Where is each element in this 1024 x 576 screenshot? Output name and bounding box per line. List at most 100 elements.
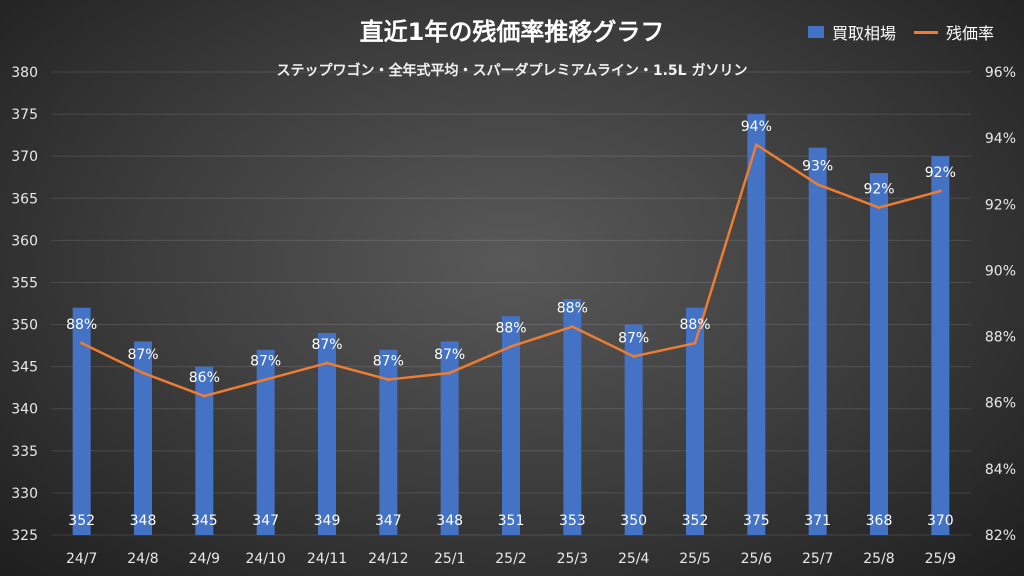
bar bbox=[440, 341, 459, 535]
line-point bbox=[80, 341, 84, 345]
x-tick-label: 25/1 bbox=[434, 551, 465, 567]
chart-subtitle: ステップワゴン・全年式平均・スパーダプレミアムライン・1.5L ガソリン bbox=[276, 63, 748, 79]
line-value-label: 92% bbox=[925, 165, 956, 181]
line-point bbox=[632, 354, 636, 358]
line-point bbox=[816, 182, 820, 186]
line-value-label: 88% bbox=[679, 317, 710, 333]
line-value-label: 92% bbox=[863, 182, 894, 198]
x-tick-label: 25/3 bbox=[557, 551, 588, 567]
line-point bbox=[570, 325, 574, 329]
y-left-tick-label: 375 bbox=[11, 107, 38, 123]
legend-bar-swatch bbox=[807, 26, 824, 38]
bar-value-label: 351 bbox=[498, 513, 525, 529]
bar-value-label: 368 bbox=[866, 513, 893, 529]
bar-value-label: 347 bbox=[252, 513, 279, 529]
legend-line-label: 残価率 bbox=[945, 24, 994, 43]
y-right-tick-label: 86% bbox=[985, 396, 1016, 412]
x-tick-label: 25/6 bbox=[741, 551, 773, 567]
x-tick-label: 24/9 bbox=[189, 551, 220, 567]
x-tick-label: 24/8 bbox=[127, 551, 158, 567]
bar bbox=[502, 316, 520, 535]
bar-value-label: 375 bbox=[743, 513, 770, 529]
y-left-tick-label: 335 bbox=[11, 444, 38, 460]
line-point bbox=[202, 394, 206, 398]
x-tick-label: 25/2 bbox=[495, 551, 526, 567]
line-point bbox=[325, 361, 329, 365]
bar-value-label: 347 bbox=[375, 513, 402, 529]
y-right-tick-label: 84% bbox=[985, 462, 1016, 478]
y-left-tick-label: 330 bbox=[11, 486, 38, 502]
bar-value-label: 371 bbox=[804, 513, 831, 529]
line-point bbox=[386, 378, 390, 382]
bar-value-label: 352 bbox=[68, 513, 95, 529]
line-value-label: 87% bbox=[618, 330, 649, 346]
line-value-label: 87% bbox=[311, 337, 342, 353]
bar bbox=[563, 299, 582, 535]
x-tick-label: 24/7 bbox=[66, 551, 97, 567]
x-tick-label: 25/7 bbox=[802, 551, 833, 567]
line-value-label: 88% bbox=[557, 301, 588, 317]
bar bbox=[318, 332, 336, 535]
y-right-tick-label: 92% bbox=[985, 197, 1016, 213]
bar bbox=[808, 147, 827, 535]
x-tick-label: 25/4 bbox=[618, 551, 650, 567]
line-point bbox=[509, 344, 513, 348]
x-tick-label: 24/11 bbox=[307, 551, 347, 567]
y-left-tick-label: 355 bbox=[11, 275, 38, 291]
line-point bbox=[141, 371, 145, 375]
bar bbox=[256, 349, 275, 535]
line-value-label: 87% bbox=[434, 347, 465, 363]
bar bbox=[686, 307, 704, 535]
line-point bbox=[938, 189, 942, 193]
line-value-label: 88% bbox=[66, 317, 97, 333]
x-tick-label: 24/12 bbox=[368, 551, 408, 567]
line-value-label: 87% bbox=[373, 354, 404, 370]
x-tick-label: 25/9 bbox=[925, 551, 956, 567]
y-right-tick-label: 90% bbox=[985, 263, 1016, 279]
chart-title: 直近1年の残価率推移グラフ bbox=[359, 18, 665, 46]
bar-value-label: 345 bbox=[191, 513, 218, 529]
y-left-tick-label: 325 bbox=[11, 528, 38, 544]
legend-bar-label: 買取相場 bbox=[831, 24, 896, 43]
line-point bbox=[693, 341, 697, 345]
bar bbox=[379, 349, 398, 535]
y-right-tick-label: 96% bbox=[985, 65, 1016, 81]
y-left-tick-label: 350 bbox=[11, 318, 38, 334]
y-left-tick-label: 370 bbox=[11, 149, 38, 165]
bar-value-label: 353 bbox=[559, 513, 586, 529]
bar bbox=[747, 114, 766, 535]
y-left-tick-label: 365 bbox=[11, 191, 38, 207]
y-right-tick-label: 82% bbox=[985, 528, 1016, 544]
line-point bbox=[264, 378, 268, 382]
bar bbox=[624, 324, 643, 535]
line-value-label: 86% bbox=[189, 370, 220, 386]
bar bbox=[195, 366, 214, 535]
line-point bbox=[448, 371, 452, 375]
y-right-tick-label: 88% bbox=[985, 330, 1016, 346]
line-value-label: 87% bbox=[250, 354, 281, 370]
line-point bbox=[877, 206, 881, 210]
bar bbox=[72, 307, 91, 535]
y-left-tick-label: 360 bbox=[11, 233, 38, 249]
bar bbox=[931, 156, 950, 535]
bar-value-label: 350 bbox=[620, 513, 647, 529]
line-value-label: 94% bbox=[741, 119, 772, 135]
bar-value-label: 349 bbox=[314, 513, 341, 529]
bar-value-label: 348 bbox=[130, 513, 157, 529]
line-point bbox=[754, 143, 758, 147]
legend: 買取相場 残価率 bbox=[807, 20, 994, 44]
y-left-tick-label: 380 bbox=[11, 65, 38, 81]
legend-line-swatch bbox=[913, 30, 938, 34]
line-value-label: 88% bbox=[495, 320, 526, 336]
y-left-tick-label: 340 bbox=[11, 402, 38, 418]
y-left-tick-label: 345 bbox=[11, 360, 38, 376]
bar-value-label: 352 bbox=[682, 513, 709, 529]
line-value-label: 93% bbox=[802, 158, 833, 174]
y-right-tick-label: 94% bbox=[985, 131, 1016, 147]
line-value-label: 87% bbox=[127, 347, 158, 363]
bar bbox=[134, 341, 152, 535]
x-tick-label: 25/5 bbox=[679, 551, 710, 567]
bar bbox=[870, 173, 888, 535]
x-tick-label: 25/8 bbox=[863, 551, 894, 567]
